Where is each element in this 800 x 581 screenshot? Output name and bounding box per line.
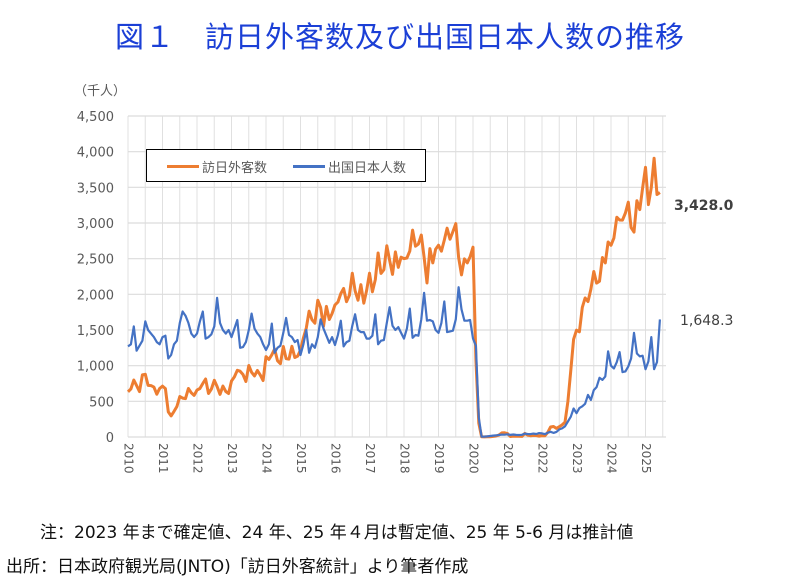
chart-title: 図１ 訪日外客数及び出国日本人数の推移	[114, 20, 685, 54]
legend-item-inbound: 訪日外客数	[167, 157, 267, 176]
y-tick-label: 3,000	[77, 217, 114, 232]
y-axis-unit-label: （千人）	[74, 84, 127, 99]
x-tick-label: 2011	[156, 443, 170, 474]
end-label-outbound: 1,648.3	[680, 313, 734, 329]
legend-swatch-blue	[293, 165, 325, 168]
end-label-inbound: 3,428.0	[674, 198, 734, 214]
note-text: 注：2023 年まで確定値、24 年、25 年４月は暫定値、25 年 5-6 月…	[40, 523, 634, 543]
legend-item-outbound: 出国日本人数	[293, 157, 406, 176]
y-tick-label: 2,500	[77, 253, 114, 268]
x-tick-label: 2018	[398, 443, 412, 474]
x-tick-label: 2021	[501, 443, 515, 474]
series-line-outbound	[127, 286, 661, 438]
y-tick-label: 2,000	[77, 288, 114, 303]
x-tick-label: 2020	[467, 443, 481, 474]
source-text: 出所：日本政府観光局(JNTO)「訪日外客統計」より筆者作成	[6, 557, 469, 577]
x-tick-label: 2023	[570, 443, 584, 474]
x-tick-label: 2014	[260, 443, 274, 474]
y-tick-label: 4,500	[77, 110, 114, 125]
x-tick-label: 2013	[225, 443, 239, 474]
x-tick-label: 2019	[432, 443, 446, 474]
x-tick-label: 2022	[536, 443, 550, 474]
legend-label: 出国日本人数	[328, 161, 407, 176]
legend-swatch-orange	[167, 165, 199, 168]
x-tick-label: 2017	[363, 443, 377, 474]
y-tick-label: 0	[106, 431, 114, 446]
x-tick-label: 2025	[639, 443, 653, 474]
x-tick-label: 2016	[329, 443, 343, 474]
x-tick-label: 2015	[294, 443, 308, 474]
x-tick-label: 2012	[191, 443, 205, 474]
y-tick-label: 500	[89, 395, 114, 410]
series-line-inbound	[126, 156, 661, 439]
legend-label: 訪日外客数	[202, 161, 268, 176]
x-tick-label: 2024	[605, 443, 619, 474]
legend: 訪日外客数 出国日本人数	[146, 149, 426, 182]
y-tick-label: 4,000	[77, 146, 114, 161]
x-tick-label: 2010	[122, 443, 136, 474]
y-tick-label: 3,500	[77, 181, 114, 196]
y-tick-label: 1,000	[77, 360, 114, 375]
line-chart: 0 500 1,000 1,500 2,000 2,500 3,000 3,500 4,000 4…	[77, 110, 666, 474]
y-tick-label: 1,500	[77, 324, 114, 339]
